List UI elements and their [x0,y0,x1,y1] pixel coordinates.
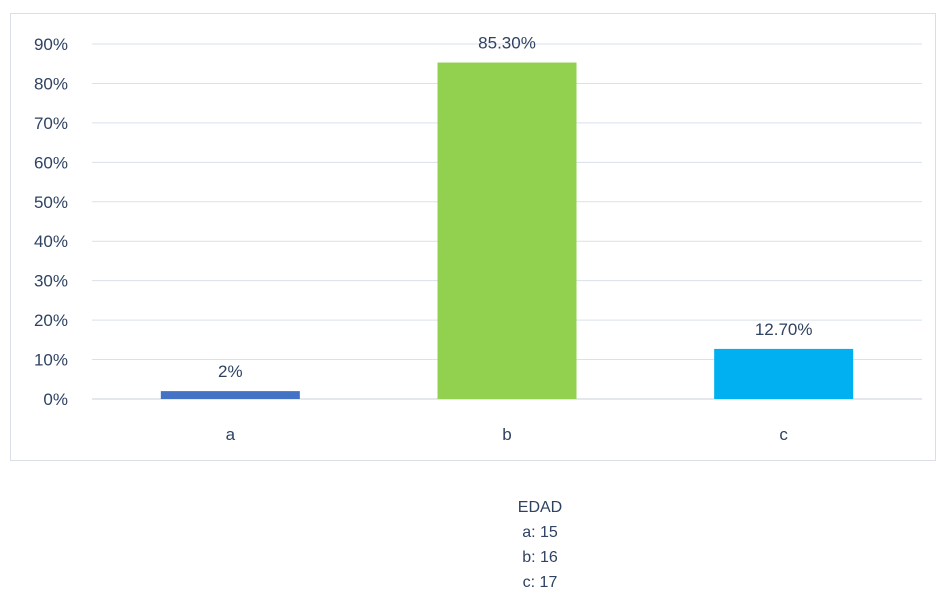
y-tick-label: 0% [43,390,68,409]
category-label-b: b [502,425,511,444]
bar-a [160,391,300,399]
y-tick-label: 10% [34,351,68,370]
y-tick-label: 30% [34,272,68,291]
category-label-c: c [779,425,788,444]
notes-line-a: a: 15 [522,524,558,541]
y-tick-label: 80% [34,74,68,93]
y-axis-tick-labels: 0% 10% 20% 30% 40% 50% 60% 70% 80% 90% [34,35,68,409]
y-tick-label: 50% [34,193,68,212]
bar-chart: 0% 10% 20% 30% 40% 50% 60% 70% 80% 90% 2% 85.30% 12… [34,34,922,444]
notes-line-c: c: 17 [522,574,558,591]
category-label-a: a [226,425,236,444]
notes-title: EDAD [517,499,563,516]
y-tick-label: 40% [34,232,68,251]
y-tick-label: 20% [34,311,68,330]
bar-c [714,348,854,399]
x-axis-category-labels: a b c [226,425,789,444]
data-label-a: 2% [218,362,243,381]
y-tick-label: 70% [34,114,68,133]
bar-b [437,62,577,400]
edad-notes: EDAD a: 15 b: 16 c: 17 [440,495,640,595]
bars [160,62,854,400]
data-label-c: 12.70% [755,320,813,339]
notes-line-b: b: 16 [522,549,558,566]
data-labels: 2% 85.30% 12.70% [218,34,812,382]
data-label-b: 85.30% [478,34,536,53]
y-tick-label: 90% [34,35,68,54]
y-tick-label: 60% [34,153,68,172]
